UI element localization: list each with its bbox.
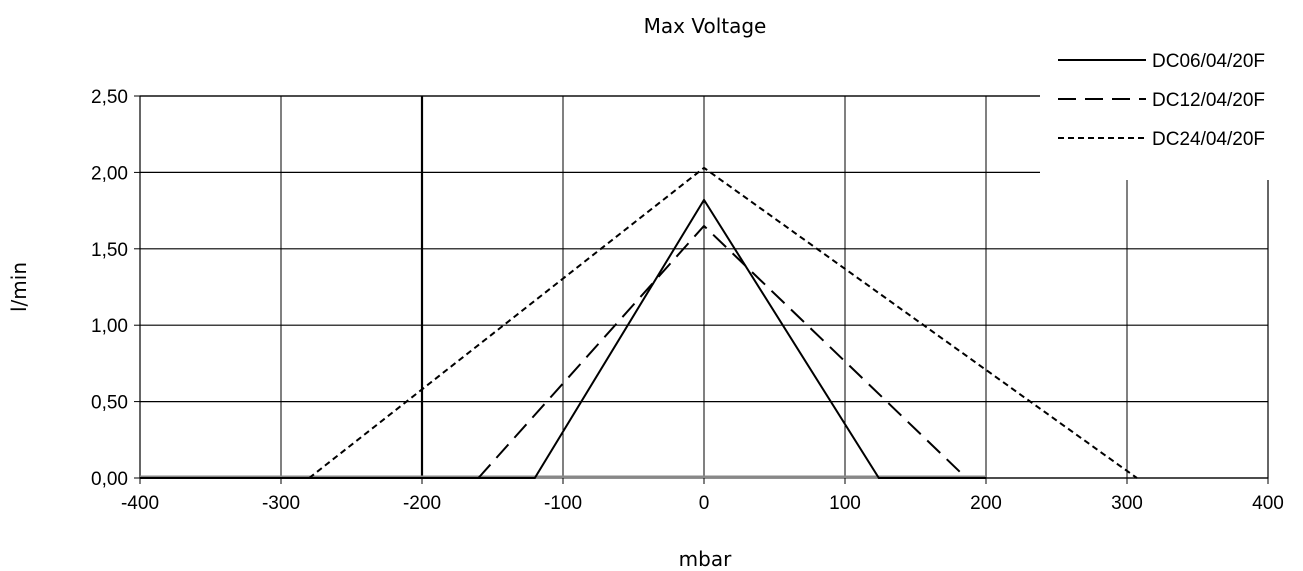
chart-title: Max Voltage: [644, 14, 767, 38]
x-tick-label: 400: [1252, 493, 1284, 514]
y-tick-label: 2,00: [91, 163, 128, 184]
series-line-3: [308, 166, 1138, 479]
y-tick-label: 0,50: [91, 393, 128, 414]
x-axis-title: mbar: [679, 547, 732, 571]
x-tick-label: -100: [544, 493, 582, 514]
legend-label-3: DC24/04/20F: [1152, 129, 1265, 150]
x-tick-label: 100: [829, 493, 861, 514]
legend-box: [1040, 40, 1303, 180]
y-axis-title: l/min: [7, 262, 31, 312]
x-tick-label: -200: [403, 493, 441, 514]
y-tick-label: 0,00: [91, 469, 128, 490]
x-tick-label: 300: [1111, 493, 1143, 514]
y-tick-label: 2,50: [91, 87, 128, 108]
y-tick-label: 1,50: [91, 240, 128, 261]
legend: DC06/04/20F DC12/04/20F DC24/04/20F: [1040, 40, 1303, 180]
x-tick-label: 0: [699, 493, 710, 514]
x-tick-label: -300: [262, 493, 300, 514]
series-line-1: [140, 198, 986, 479]
y-tick-label: 1,00: [91, 316, 128, 337]
legend-label-2: DC12/04/20F: [1152, 90, 1265, 111]
x-tick-label: -400: [121, 493, 159, 514]
series-lines: [140, 166, 1138, 479]
series-line-2: [477, 224, 967, 479]
x-tick-label: 200: [970, 493, 1002, 514]
legend-label-1: DC06/04/20F: [1152, 51, 1265, 72]
